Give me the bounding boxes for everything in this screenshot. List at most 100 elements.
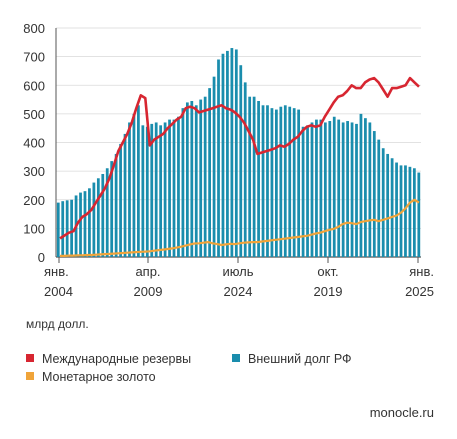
debt-bar xyxy=(412,168,416,257)
debt-bar xyxy=(92,182,96,257)
debt-bar xyxy=(346,121,349,257)
legend-label-reserves: Международные резервы xyxy=(42,352,192,366)
debt-bar xyxy=(239,65,243,258)
y-tick-label: 100 xyxy=(23,221,45,236)
legend-item-gold: Монетарное золото xyxy=(26,370,156,384)
debt-bar xyxy=(70,199,74,257)
debt-bar xyxy=(132,113,136,257)
x-tick-month: июль xyxy=(222,264,253,279)
y-tick-label: 500 xyxy=(23,107,45,122)
x-tick-month: янв. xyxy=(44,264,69,279)
debt-bar xyxy=(381,148,385,257)
y-axis-ticks: 0 100 200 300 400 500 600 700 800 xyxy=(23,21,45,265)
legend-item-reserves: Международные резервы xyxy=(26,352,191,366)
x-tick-year: 2025 xyxy=(405,284,434,299)
debt-bar xyxy=(199,99,203,257)
debt-bar xyxy=(341,122,345,258)
debt-bar xyxy=(252,96,256,257)
gold-line xyxy=(60,198,420,257)
source-label: monocle.ru xyxy=(369,405,434,420)
debt-bar xyxy=(159,125,163,257)
x-tick-year: 2024 xyxy=(224,284,253,299)
debt-bar xyxy=(261,105,265,257)
legend-swatch-gold xyxy=(26,372,34,380)
debt-bar xyxy=(203,96,207,257)
debt-bar xyxy=(372,131,376,257)
debt-bar xyxy=(319,119,323,257)
debt-bar xyxy=(185,102,189,257)
series-lines xyxy=(59,76,420,257)
debt-bar xyxy=(137,105,140,257)
debt-bar xyxy=(292,108,296,258)
x-tick-year: 2004 xyxy=(44,284,73,299)
debt-bar xyxy=(105,168,109,257)
debt-bar xyxy=(217,59,220,257)
debt-bar xyxy=(266,105,269,257)
debt-bar xyxy=(297,109,301,257)
x-tick-year: 2009 xyxy=(134,284,163,299)
debt-bar xyxy=(230,48,234,257)
debt-bar xyxy=(323,122,327,258)
y-tick-label: 400 xyxy=(23,136,45,151)
debt-bar xyxy=(390,158,394,257)
legend-swatch-reserves xyxy=(26,354,34,362)
debt-bar xyxy=(101,173,105,257)
debt-bar xyxy=(288,106,292,257)
debt-bar xyxy=(154,122,158,258)
y-tick-label: 600 xyxy=(23,78,45,93)
debt-bar xyxy=(163,122,167,258)
debt-bar xyxy=(190,100,194,258)
debt-bar xyxy=(88,188,91,257)
debt-bar xyxy=(404,165,407,257)
debt-bar xyxy=(56,202,60,257)
debt-bar xyxy=(119,143,122,257)
legend-item-debt: Внешний долг РФ xyxy=(232,352,352,366)
debt-bar xyxy=(310,122,314,258)
debt-bar xyxy=(275,109,278,257)
debt-bar xyxy=(79,192,82,257)
debt-bar xyxy=(395,162,398,257)
y-tick-label: 700 xyxy=(23,50,45,65)
debt-bar xyxy=(328,121,332,257)
debt-bar xyxy=(208,88,211,257)
chart-area: 0 100 200 300 400 500 600 700 800 янв. 2004 апр. 20… xyxy=(23,21,434,299)
debt-bar xyxy=(194,105,198,257)
debt-bar xyxy=(96,178,100,257)
debt-bar xyxy=(128,122,131,258)
debt-bar xyxy=(123,133,127,257)
debt-bar xyxy=(386,153,390,257)
x-tick-month: янв. xyxy=(409,264,434,279)
reserves-line xyxy=(59,76,420,240)
debt-bar xyxy=(221,53,225,258)
debt-bar xyxy=(337,119,341,257)
debt-bar xyxy=(257,100,260,258)
debt-bars xyxy=(56,48,421,258)
debt-bar xyxy=(364,118,367,257)
unit-label: млрд долл. xyxy=(26,317,89,331)
debt-bar xyxy=(61,201,65,257)
x-tick-year: 2019 xyxy=(314,284,343,299)
debt-bar xyxy=(181,108,185,258)
x-tick-month: окт. xyxy=(317,264,338,279)
debt-bar xyxy=(248,96,252,257)
legend-label-gold: Монетарное золото xyxy=(42,370,156,384)
debt-bar xyxy=(110,161,114,257)
debt-bar xyxy=(150,123,154,257)
y-tick-label: 800 xyxy=(23,21,45,36)
debt-bar xyxy=(408,166,412,257)
debt-bar xyxy=(270,108,274,258)
y-tick-label: 200 xyxy=(23,193,45,208)
debt-bar xyxy=(212,76,216,257)
debt-bar xyxy=(350,122,354,258)
y-tick-label: 0 xyxy=(38,250,45,265)
debt-bar xyxy=(377,139,381,257)
debt-bar xyxy=(65,200,69,257)
debt-bar xyxy=(368,122,372,258)
debt-bar xyxy=(83,191,87,257)
debt-bar xyxy=(417,172,421,257)
debt-bar xyxy=(145,126,149,257)
debt-bar xyxy=(332,116,336,257)
debt-bar xyxy=(355,123,358,257)
debt-bar xyxy=(168,119,171,257)
debt-bar xyxy=(172,119,176,257)
